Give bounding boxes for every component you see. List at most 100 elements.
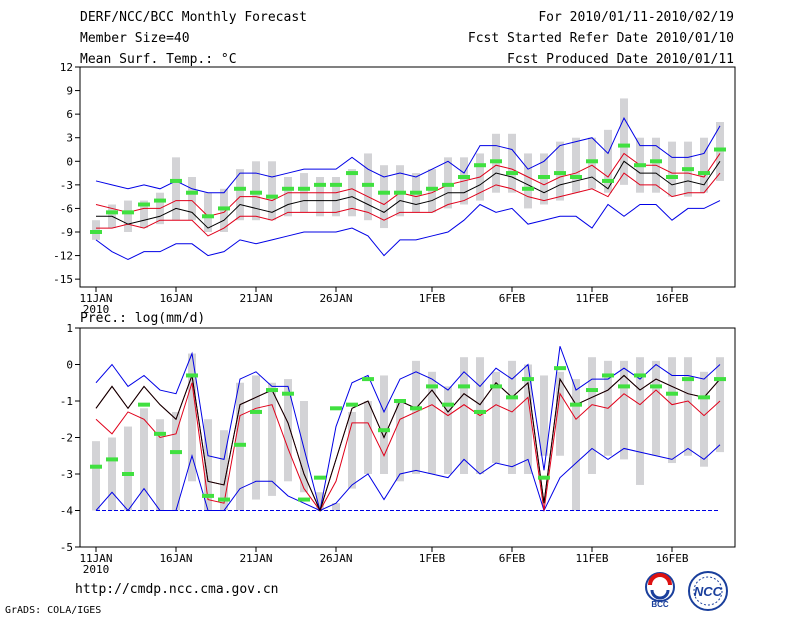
prec-ytick-label: 1 [66, 322, 73, 335]
temp-xtick-label: 16JAN [159, 292, 192, 305]
temp-obs-mark [154, 198, 166, 203]
prec-ytick-label: 0 [66, 359, 73, 372]
prec-obs-mark [602, 373, 614, 378]
temp-obs-mark [586, 159, 598, 164]
temp-ytick-label: -12 [53, 250, 73, 263]
temp-obs-mark [538, 175, 550, 179]
temp-box [124, 200, 132, 232]
temp-box [348, 169, 356, 217]
temp-ytick-label: -15 [53, 273, 73, 286]
temp-obs-mark [122, 210, 134, 215]
prec-obs-mark [682, 377, 694, 382]
temp-obs-mark [394, 190, 406, 195]
prec-box [652, 360, 660, 456]
temp-box [268, 161, 276, 221]
prec-box [348, 411, 356, 489]
precip-panel-label: Prec.: log(mm/d) [80, 311, 206, 326]
temp-box [700, 137, 708, 193]
temp-obs-mark [602, 178, 614, 183]
prec-obs-mark [202, 493, 214, 498]
temp-obs-mark [426, 186, 438, 191]
prec-obs-mark [538, 475, 550, 480]
temp-obs-mark [378, 190, 390, 195]
temp-xtick-label: 16FEB [655, 292, 688, 305]
prec-box [524, 364, 532, 474]
temp-ytick-label: 0 [66, 155, 73, 168]
prec-box [332, 503, 340, 511]
temp-frame [79, 66, 736, 288]
prec-box [444, 386, 452, 474]
prec-inner-low-line [95, 382, 721, 512]
prec-outer-low-line [95, 444, 721, 512]
temp-ytick-label: 3 [66, 132, 73, 145]
prec-ytick-label: -5 [60, 541, 73, 554]
prec-obs-mark [138, 402, 150, 407]
prec-box [380, 375, 388, 474]
temp-box [204, 192, 212, 232]
temp-box [188, 177, 196, 221]
temp-obs-mark [554, 171, 566, 176]
prec-box [540, 375, 548, 456]
prec-box [108, 437, 116, 511]
prec-ytick-label: -3 [60, 468, 73, 481]
temp-obs-mark [506, 171, 518, 176]
temp-ytick-label: -6 [60, 202, 73, 215]
prec-obs-mark [314, 475, 326, 480]
prec-obs-mark [410, 406, 422, 411]
temp-year-label: 2010 [83, 303, 110, 316]
prec-box [412, 360, 420, 474]
temp-obs-mark [666, 175, 678, 179]
prec-box [428, 371, 436, 474]
temp-obs-mark [634, 163, 646, 168]
prec-box [220, 430, 228, 511]
prec-xtick-label: 1FEB [419, 552, 446, 565]
temp-obs-mark [618, 143, 630, 148]
temp-box [668, 141, 676, 197]
prec-obs-mark [298, 497, 310, 502]
temp-xtick-label: 21JAN [239, 292, 272, 305]
prec-obs-mark [666, 391, 678, 396]
prec-box [364, 401, 372, 474]
temp-box [380, 165, 388, 229]
prec-outer-high-line [95, 346, 721, 511]
prec-obs-mark [330, 406, 342, 411]
prec-obs-mark [650, 384, 662, 389]
prec-xtick-label: 11JAN [79, 552, 112, 565]
temp-obs-mark [250, 190, 262, 195]
temp-ytick-label: 12 [60, 61, 73, 74]
temp-xtick-label: 11FEB [575, 292, 608, 305]
temp-obs-mark [106, 210, 118, 215]
temp-obs-mark [714, 147, 726, 152]
temp-xtick-label: 6FEB [499, 292, 526, 305]
prec-box [204, 419, 212, 511]
source-url[interactable]: http://cmdp.ncc.cma.gov.cn [75, 582, 279, 597]
prec-box [716, 357, 724, 453]
prec-obs-mark [218, 497, 230, 502]
prec-box [556, 371, 564, 456]
temp-box [172, 157, 180, 221]
temp-inner-high-line [95, 152, 721, 217]
prec-box [252, 375, 260, 500]
temp-box [508, 133, 516, 193]
prec-box [92, 441, 100, 511]
prec-ytick-label: -1 [60, 395, 73, 408]
prec-xtick-label: 11FEB [575, 552, 608, 565]
temp-xtick-label: 1FEB [419, 292, 446, 305]
prec-obs-mark [186, 373, 198, 378]
temp-ytick-label: 6 [66, 108, 73, 121]
prec-box [460, 357, 468, 474]
chart-title: DERF/NCC/BCC Monthly Forecast [80, 10, 307, 25]
prec-box [140, 408, 148, 511]
temp-box [316, 177, 324, 217]
header-right: For 2010/01/11-2010/02/19 Fcst Started R… [468, 9, 734, 72]
temp-xtick-label: 26JAN [319, 292, 352, 305]
temp-obs-mark [682, 167, 694, 172]
prec-obs-mark [250, 409, 262, 414]
temp-box [236, 169, 244, 221]
temp-obs-mark [474, 163, 486, 168]
prec-obs-mark [634, 373, 646, 378]
prec-ytick-label: -4 [60, 505, 74, 518]
temp-obs-mark [570, 175, 582, 179]
